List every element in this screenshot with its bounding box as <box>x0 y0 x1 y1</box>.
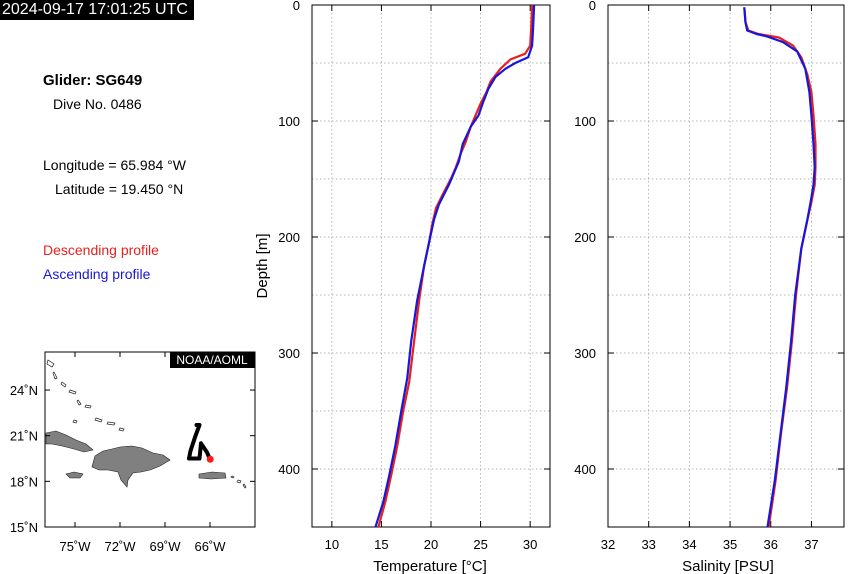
longitude-readout: Longitude = 65.984 °W <box>43 157 186 173</box>
glider-position-marker <box>206 455 214 463</box>
cuba-land <box>45 430 94 453</box>
temperature-y-tick-label: 400 <box>278 462 300 477</box>
temperature-x-tick-label: 25 <box>473 537 487 552</box>
salinity-x-tick-label: 35 <box>723 537 737 552</box>
dive-number: Dive No. 0486 <box>53 96 142 112</box>
map-badge: NOAA/AOML <box>176 353 248 367</box>
temperature-ascending-profile-line <box>374 4 536 528</box>
puerto-rico-land <box>198 471 227 480</box>
salinity-x-tick-label: 36 <box>764 537 778 552</box>
salinity-descending-profile-line <box>743 7 817 528</box>
temperature-x-tick-label: 20 <box>424 537 438 552</box>
map-lon-label: 69˚W <box>149 539 181 554</box>
map-lon-label: 66˚W <box>194 539 226 554</box>
descending-profile-legend: Descending profile <box>43 242 159 258</box>
map-frame <box>44 351 256 528</box>
salinity-y-tick-label: 400 <box>574 462 596 477</box>
glider-name: Glider: SG649 <box>43 72 143 89</box>
temperature-x-tick-label: 30 <box>523 537 537 552</box>
map-lon-label: 72˚W <box>104 539 136 554</box>
map-lat-label: 21˚N <box>10 429 38 444</box>
timestamp-label: 2024-09-17 17:01:25 UTC <box>0 0 194 20</box>
bahamas-islands <box>46 359 247 489</box>
hispaniola-land <box>91 445 171 488</box>
salinity-x-tick-label: 33 <box>641 537 655 552</box>
temperature-x-tick-label: 15 <box>374 537 388 552</box>
map-lat-label: 15˚N <box>10 520 38 535</box>
map-lat-label: 18˚N <box>10 474 38 489</box>
salinity-x-axis-label: Salinity [PSU] <box>682 558 774 574</box>
salinity-y-tick-label: 0 <box>589 0 596 13</box>
jamaica-land <box>65 471 84 479</box>
temperature-x-axis-label: Temperature [°C] <box>373 558 487 574</box>
salinity-chart: 32 33 34 35 36 37 0 100 200 300 400 Salinity [PSU] <box>574 0 845 574</box>
map-lon-label: 75˚W <box>59 539 91 554</box>
temperature-descending-profile-line <box>377 4 534 528</box>
salinity-y-tick-label: 200 <box>574 230 596 245</box>
salinity-ascending-profile-line <box>743 7 816 528</box>
glider-track <box>187 423 212 462</box>
latitude-readout: Latitude = 19.450 °N <box>55 181 184 197</box>
ascending-profile-legend: Ascending profile <box>43 266 151 282</box>
depth-y-axis-label: Depth [m] <box>254 233 271 298</box>
salinity-x-tick-label: 32 <box>601 537 615 552</box>
salinity-x-tick-label: 37 <box>804 537 818 552</box>
salinity-y-tick-label: 300 <box>574 346 596 361</box>
map-badge-background <box>170 352 255 368</box>
temperature-y-tick-label: 0 <box>293 0 300 13</box>
map-lat-label: 24˚N <box>10 383 38 398</box>
salinity-y-tick-label: 100 <box>574 114 596 129</box>
salinity-plot-frame <box>607 4 845 528</box>
temperature-y-tick-label: 200 <box>278 230 300 245</box>
salinity-x-tick-label: 34 <box>682 537 696 552</box>
temperature-y-tick-label: 100 <box>278 114 300 129</box>
location-map: 24˚N 21˚N 18˚N 15˚N 75˚W 72˚W 69˚W 66˚W NOAA/AO… <box>10 351 256 554</box>
temperature-x-tick-label: 10 <box>325 537 339 552</box>
temperature-y-tick-label: 300 <box>278 346 300 361</box>
